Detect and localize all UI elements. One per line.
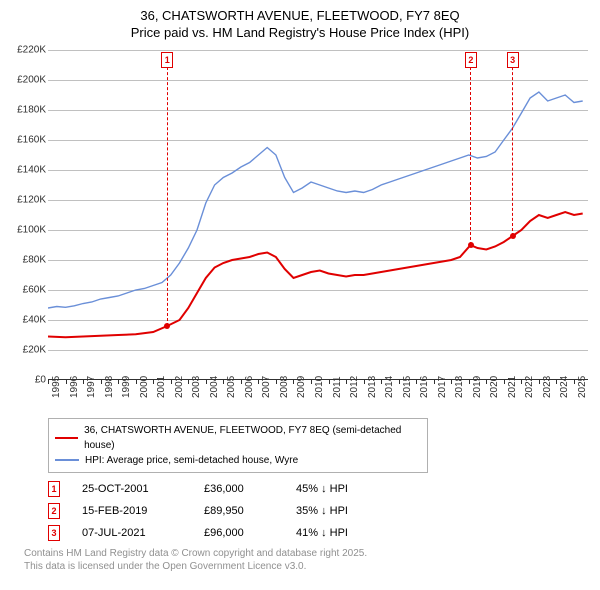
y-axis-label: £100K: [12, 224, 46, 235]
title-block: 36, CHATSWORTH AVENUE, FLEETWOOD, FY7 8E…: [12, 8, 588, 42]
y-axis-label: £140K: [12, 164, 46, 175]
transaction-marker: 2: [48, 503, 60, 519]
transaction-date: 07-JUL-2021: [82, 527, 182, 539]
transaction-table: 1 25-OCT-2001 £36,000 45% ↓ HPI 2 15-FEB-2019…: [48, 481, 588, 541]
y-axis-label: £160K: [12, 134, 46, 145]
transaction-hpi: 35% ↓ HPI: [296, 505, 386, 517]
transaction-row: 3 07-JUL-2021 £96,000 41% ↓ HPI: [48, 525, 588, 541]
footer-line-2: This data is licensed under the Open Gov…: [24, 560, 586, 573]
transaction-row: 1 25-OCT-2001 £36,000 45% ↓ HPI: [48, 481, 588, 497]
y-axis-label: £180K: [12, 104, 46, 115]
chart-marker: 1: [161, 52, 173, 68]
y-axis-label: £120K: [12, 194, 46, 205]
line-chart-svg: [48, 50, 588, 380]
y-axis-label: £20K: [12, 344, 46, 355]
legend-label: HPI: Average price, semi-detached house,…: [85, 453, 298, 468]
y-axis-label: £220K: [12, 44, 46, 55]
chart-marker: 2: [465, 52, 477, 68]
y-axis-label: £60K: [12, 284, 46, 295]
transaction-price: £96,000: [204, 527, 274, 539]
legend-swatch: [55, 459, 79, 461]
transaction-marker: 3: [48, 525, 60, 541]
footer-line-1: Contains HM Land Registry data © Crown c…: [24, 547, 586, 560]
title-line-2: Price paid vs. HM Land Registry's House …: [12, 25, 588, 42]
transaction-price: £36,000: [204, 483, 274, 495]
transaction-date: 25-OCT-2001: [82, 483, 182, 495]
y-axis-label: £40K: [12, 314, 46, 325]
footer: Contains HM Land Registry data © Crown c…: [24, 547, 586, 573]
chart-container: 36, CHATSWORTH AVENUE, FLEETWOOD, FY7 8E…: [0, 0, 600, 581]
plot-region: £0£20K£40K£60K£80K£100K£120K£140K£160K£1…: [48, 50, 588, 380]
y-axis-label: £0: [12, 374, 46, 385]
transaction-price: £89,950: [204, 505, 274, 517]
chart-marker: 3: [507, 52, 519, 68]
transaction-row: 2 15-FEB-2019 £89,950 35% ↓ HPI: [48, 503, 588, 519]
transaction-hpi: 41% ↓ HPI: [296, 527, 386, 539]
chart-area: £0 £20K £40K £60K £80K £100K £120K £140K £160K £1…: [12, 46, 588, 412]
y-axis-label: £80K: [12, 254, 46, 265]
legend-item: HPI: Average price, semi-detached house,…: [55, 453, 421, 468]
transaction-date: 15-FEB-2019: [82, 505, 182, 517]
transaction-hpi: 45% ↓ HPI: [296, 483, 386, 495]
series-line: [48, 212, 583, 337]
y-axis-label: £200K: [12, 74, 46, 85]
legend-swatch: [55, 437, 78, 439]
legend-label: 36, CHATSWORTH AVENUE, FLEETWOOD, FY7 8E…: [84, 423, 421, 453]
transaction-marker: 1: [48, 481, 60, 497]
legend-item: 36, CHATSWORTH AVENUE, FLEETWOOD, FY7 8E…: [55, 423, 421, 453]
legend: 36, CHATSWORTH AVENUE, FLEETWOOD, FY7 8E…: [48, 418, 428, 473]
title-line-1: 36, CHATSWORTH AVENUE, FLEETWOOD, FY7 8E…: [12, 8, 588, 25]
series-line: [48, 92, 583, 308]
